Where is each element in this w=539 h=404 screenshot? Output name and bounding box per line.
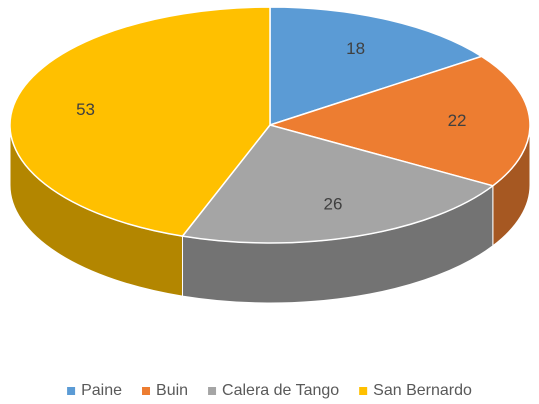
legend-item: Buin [142, 382, 188, 399]
legend-label: San Bernardo [373, 382, 472, 399]
slice [269, 6, 484, 127]
data-label: 18 [346, 39, 365, 58]
legend-swatch [208, 387, 217, 395]
legend-item: Paine [67, 382, 122, 399]
slice [9, 6, 271, 237]
slice [267, 55, 531, 187]
legend-swatch [142, 387, 151, 395]
data-label: 22 [448, 111, 467, 130]
legend-item: Calera de Tango [208, 382, 339, 399]
data-label: 26 [324, 194, 343, 213]
legend-label: Paine [81, 382, 122, 399]
slice [181, 124, 495, 244]
legend-label: Calera de Tango [222, 382, 339, 399]
legend-swatch [359, 387, 368, 395]
legend: Paine Buin Calera de Tango San Bernardo [67, 382, 472, 399]
pie: 18 22 26 53 [9, 6, 531, 304]
legend-swatch [67, 387, 76, 395]
data-label: 53 [76, 100, 95, 119]
legend-item: San Bernardo [359, 382, 472, 399]
legend-label: Buin [156, 382, 188, 399]
